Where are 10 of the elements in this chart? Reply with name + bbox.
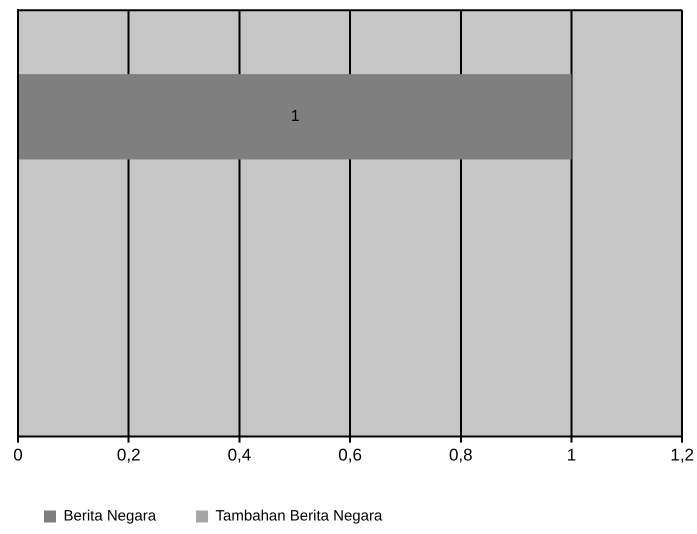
x-tick-label: 0,2 xyxy=(116,445,141,464)
x-tick-label: 0,4 xyxy=(228,445,252,464)
data-label: 1 xyxy=(290,108,300,126)
x-tick-label: 0,6 xyxy=(338,445,362,464)
x-tick-label: 1 xyxy=(566,445,576,464)
legend-label: Berita Negara xyxy=(64,508,157,525)
x-tick-label: 0 xyxy=(13,445,23,464)
legend-label: Tambahan Berita Negara xyxy=(216,508,383,525)
x-tick-label: 0,8 xyxy=(448,445,473,464)
x-tick-label: 1,2 xyxy=(670,445,694,464)
